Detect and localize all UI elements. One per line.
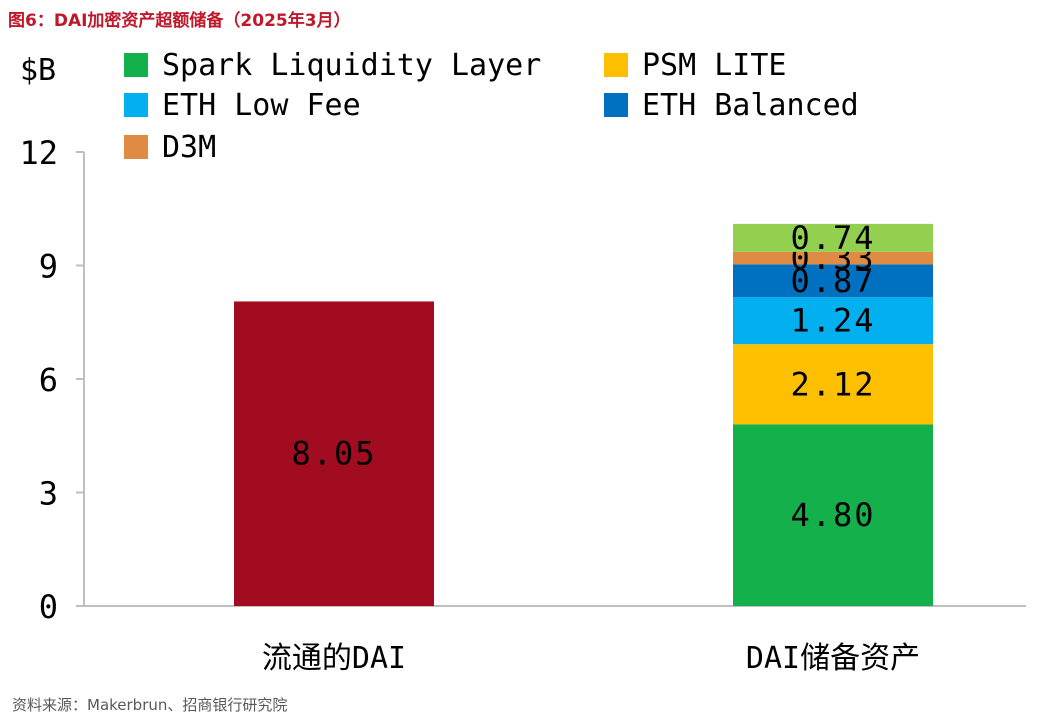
bar-segment	[733, 297, 933, 345]
legend-label: Spark Liquidity Layer	[162, 48, 541, 83]
bar-segment	[733, 251, 933, 265]
legend-swatch	[124, 135, 148, 159]
bar-segment	[733, 223, 933, 252]
data-label: 0.87	[790, 262, 875, 300]
legend-swatch	[124, 53, 148, 77]
legend-swatch	[604, 53, 628, 77]
bar-segment	[733, 424, 933, 606]
source-note: 资料来源：Makerbrun、招商银行研究院	[12, 696, 288, 714]
x-axis-categories: 流通的DAI DAI储备资产	[262, 641, 920, 676]
bars: 8.054.802.121.240.870.330.74	[234, 219, 933, 606]
data-label: 0.74	[790, 219, 875, 257]
figure-title: 图6：DAI加密资产超额储备（2025年3月）	[8, 11, 351, 31]
x-category-label: DAI储备资产	[746, 641, 920, 676]
y-tick-label: 3	[39, 475, 58, 513]
y-tick-label: 9	[39, 248, 58, 286]
legend-label: PSM LITE	[642, 48, 787, 83]
bar-segment	[234, 301, 434, 606]
bar-segment	[733, 344, 933, 425]
data-label: 8.05	[291, 435, 376, 473]
y-tick-label: 6	[39, 361, 58, 399]
data-label: 1.24	[790, 302, 875, 340]
y-axis: 0 3 6 9 12	[19, 134, 1026, 626]
y-axis-label: $B	[20, 53, 56, 88]
legend-label: D3M	[162, 130, 216, 165]
legend: Spark Liquidity Layer PSM LITE ETH Low Fee…	[124, 48, 859, 165]
data-label: 2.12	[790, 365, 875, 403]
legend-swatch	[604, 93, 628, 117]
data-label: 4.80	[790, 496, 875, 534]
legend-label: ETH Balanced	[642, 88, 859, 123]
legend-swatch	[124, 93, 148, 117]
y-tick-label: 12	[19, 134, 58, 172]
y-tick-label: 0	[39, 588, 58, 626]
x-category-label: 流通的DAI	[262, 641, 406, 676]
bar-segment	[733, 264, 933, 298]
legend-label: ETH Low Fee	[162, 88, 361, 123]
